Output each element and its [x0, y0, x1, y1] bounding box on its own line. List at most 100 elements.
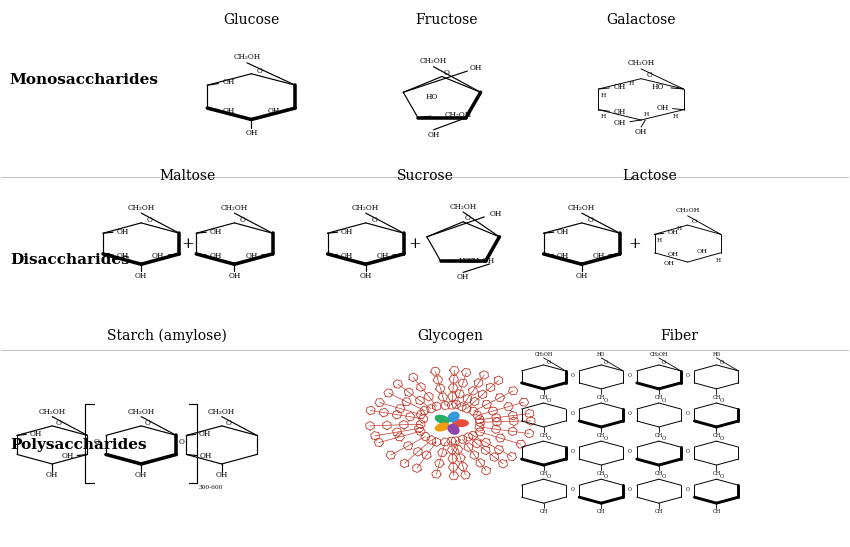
Text: Monosaccharides: Monosaccharides: [10, 73, 159, 88]
Text: OH: OH: [46, 471, 59, 479]
Text: HO: HO: [426, 92, 438, 101]
Text: OH: OH: [152, 252, 164, 259]
Ellipse shape: [435, 415, 449, 423]
Text: O: O: [719, 474, 723, 479]
Text: Disaccharides: Disaccharides: [10, 253, 129, 267]
Text: O: O: [604, 360, 609, 365]
Text: OH: OH: [597, 395, 605, 400]
Text: O: O: [147, 216, 153, 224]
Text: O: O: [686, 373, 689, 378]
Text: O: O: [647, 71, 653, 79]
Text: OH: OH: [597, 509, 605, 514]
Text: CH₂OH: CH₂OH: [450, 202, 477, 211]
Text: CH₂OH: CH₂OH: [234, 54, 261, 61]
Text: OH: OH: [245, 129, 258, 137]
Text: +: +: [181, 236, 194, 251]
Ellipse shape: [435, 423, 449, 431]
Text: OH: OH: [245, 252, 258, 259]
Text: +: +: [628, 236, 641, 251]
Text: OH: OH: [712, 472, 721, 476]
Text: OH: OH: [597, 472, 605, 476]
Text: CH₂OH: CH₂OH: [627, 60, 654, 67]
Text: CH₂OH: CH₂OH: [420, 57, 447, 65]
Text: OH: OH: [668, 252, 679, 257]
Text: H: H: [716, 258, 721, 263]
Text: O: O: [628, 411, 632, 416]
Text: O: O: [604, 474, 609, 479]
Text: Glycogen: Glycogen: [417, 329, 484, 343]
Text: O: O: [257, 67, 263, 74]
Text: O: O: [94, 438, 99, 446]
Text: OH: OH: [116, 252, 128, 259]
Text: O: O: [628, 487, 632, 492]
Text: O: O: [692, 219, 697, 224]
Text: OH: OH: [209, 252, 222, 259]
Text: H: H: [628, 80, 633, 85]
Text: O: O: [628, 449, 632, 454]
Text: CH₂OH: CH₂OH: [352, 203, 379, 212]
Text: H: H: [601, 114, 606, 119]
Text: O: O: [56, 418, 62, 427]
Text: OH: OH: [216, 471, 228, 479]
Text: CH₂OH: CH₂OH: [535, 352, 552, 357]
Text: H: H: [672, 114, 677, 119]
Text: O: O: [719, 398, 723, 403]
Text: O: O: [145, 418, 151, 427]
Text: OH: OH: [377, 252, 388, 259]
Text: Starch (amylose): Starch (amylose): [106, 329, 227, 344]
Text: OH: OH: [656, 104, 669, 112]
Text: 300-600: 300-600: [199, 485, 224, 490]
Text: O: O: [443, 69, 449, 77]
Text: O: O: [547, 360, 551, 365]
Text: OH: OH: [654, 395, 663, 400]
Text: OH: OH: [268, 107, 280, 115]
Text: OH: OH: [557, 228, 570, 236]
Text: OH: OH: [575, 272, 588, 280]
Text: OH: OH: [597, 433, 605, 438]
Text: Maltose: Maltose: [160, 168, 216, 183]
Text: OH: OH: [200, 452, 212, 460]
Text: OH: OH: [654, 472, 663, 476]
Text: OH: OH: [489, 210, 501, 218]
Text: +: +: [408, 236, 421, 251]
Text: O: O: [547, 474, 551, 479]
Text: OH: OH: [30, 430, 42, 438]
Text: OH: OH: [654, 509, 663, 514]
Text: CH₂OH: CH₂OH: [568, 203, 595, 212]
Ellipse shape: [448, 412, 459, 422]
Text: O: O: [662, 474, 666, 479]
Text: O: O: [371, 216, 377, 224]
Text: OH: OH: [614, 108, 626, 117]
Text: Glucose: Glucose: [224, 14, 280, 27]
Text: OH: OH: [135, 471, 147, 479]
Text: O: O: [587, 216, 593, 224]
Text: O: O: [547, 436, 551, 441]
Text: HO: HO: [458, 257, 471, 265]
Text: OH: OH: [614, 83, 626, 91]
Text: O: O: [570, 411, 575, 416]
Text: O: O: [662, 436, 666, 441]
Text: OH: OH: [223, 107, 235, 115]
Text: OH: OH: [228, 272, 241, 280]
Text: O: O: [686, 411, 689, 416]
Text: O: O: [464, 214, 470, 222]
Text: H: H: [656, 238, 661, 243]
Text: Lactose: Lactose: [622, 168, 677, 183]
Text: Fructose: Fructose: [415, 14, 478, 27]
Text: H: H: [643, 112, 649, 117]
Text: OH: OH: [457, 274, 469, 281]
Text: O: O: [686, 487, 689, 492]
Text: CH₂OH: CH₂OH: [468, 257, 495, 265]
Text: O: O: [628, 373, 632, 378]
Text: CH₂OH: CH₂OH: [676, 208, 700, 213]
Text: O: O: [662, 398, 666, 403]
Text: OH: OH: [428, 131, 439, 139]
Text: OH: OH: [135, 272, 147, 280]
Text: OH: OH: [668, 230, 679, 235]
Text: OH: OH: [592, 252, 605, 259]
Text: HO: HO: [712, 352, 721, 357]
Text: OH: OH: [62, 452, 74, 460]
Text: CH₂OH: CH₂OH: [128, 203, 155, 212]
Text: OH: OH: [116, 228, 128, 236]
Text: O: O: [225, 418, 231, 427]
